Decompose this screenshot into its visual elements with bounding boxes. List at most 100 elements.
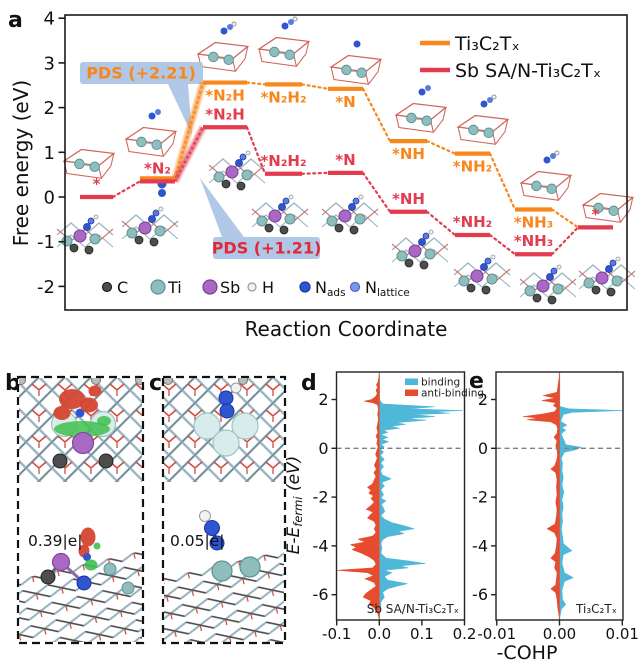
h-atom (199, 510, 211, 522)
y-tick-label: -2 (472, 488, 488, 507)
n-ads-atom (353, 40, 361, 48)
step-label-ti3c2tx: *N₂H (205, 87, 245, 105)
cohp-area-anti-binding (336, 375, 380, 620)
atom-legend-label: Nads (315, 278, 346, 299)
connector-dotted (550, 208, 580, 229)
step-label-sb-sa: * (93, 175, 101, 193)
connector-dotted (300, 83, 330, 90)
panel-b: b (5, 371, 145, 645)
connector-dotted (488, 152, 517, 211)
step-label-sb-sa: *N (335, 151, 355, 169)
panel-c-side-view (164, 510, 284, 642)
legend-label-ti3c2tx: Ti₃C₂Tₓ (454, 33, 520, 55)
panel-a-y-ticks: 4 3 2 1 0 -1 -2 (37, 9, 65, 298)
ti-atom (211, 560, 233, 582)
n-atom (550, 153, 556, 159)
atom-legend-label: Sb (220, 278, 240, 297)
ti-atom (121, 581, 135, 595)
h-atom (292, 16, 298, 22)
pds-callout-box-1 (80, 62, 203, 84)
panel-c-top-view (164, 378, 284, 482)
nads-legend-dot (299, 281, 311, 293)
panel-d-legend: binding anti-binding (405, 377, 484, 400)
n-atom (155, 109, 161, 115)
step-label-sb-sa: *N₂H (205, 105, 245, 123)
step-label-sb-sa: * (592, 205, 600, 223)
panel-c-letter: c (149, 371, 162, 396)
h-atom (554, 150, 560, 156)
x-tick-label: 0.1 (410, 625, 434, 643)
charge-transfer-c: 0.05|e| (170, 532, 225, 550)
h-atom (231, 21, 237, 27)
step-label-sb-sa: *N₂ (144, 159, 171, 177)
isosurface-green (84, 559, 98, 571)
h-atom (230, 382, 242, 394)
panel-d-system-label: Sb SA/N-Ti₃C₂Tₓ (367, 602, 459, 616)
n-ads-atom (148, 112, 156, 120)
connector-dotted (550, 226, 580, 256)
x-tick-label: 0.2 (453, 625, 477, 643)
panel-b-side-view (19, 527, 142, 642)
pds-annotation-1: PDS (+2.21) (86, 64, 196, 83)
y-tick-label: 0 (44, 188, 55, 209)
binding-swatch (405, 378, 418, 385)
panel-a-legend: Ti₃C₂Tₓ Sb SA/N-Ti₃C₂Tₓ (420, 33, 601, 82)
panel-a-ylabel: Free energy (eV) (9, 80, 33, 246)
step-label-sb-sa: *N₂H₂ (260, 152, 306, 170)
y-tick-label: 0 (478, 439, 488, 458)
step-label-ti3c2tx: *N (335, 93, 355, 111)
y-tick-label: -6 (313, 585, 329, 604)
panel-e-system-label: Ti₃C₂Tₓ (575, 602, 617, 616)
cohp-axes-box (335, 371, 466, 621)
pds-connector (173, 126, 205, 183)
x-tick-label: -0.01 (477, 625, 516, 643)
ti-atom (239, 556, 261, 578)
charge-transfer-b: 0.39|e| (28, 532, 83, 550)
y-tick-label: -2 (37, 277, 55, 298)
c-atom (40, 569, 56, 585)
pds-callout-box-2 (213, 237, 320, 259)
ti-atom (103, 562, 117, 576)
n-atom (487, 97, 493, 103)
de-ylabel: E-Efermi (eV) (284, 456, 305, 555)
pds-callout-pointer-2 (200, 178, 244, 237)
pds-connector-dots (173, 82, 205, 179)
n-atom (288, 19, 294, 25)
c-legend-dot (101, 281, 113, 293)
pds-callout-pointer-1 (168, 84, 192, 135)
isosurface-red (59, 389, 85, 409)
ti-atom (193, 412, 221, 440)
binding-label: binding (421, 377, 460, 389)
n-atom (158, 189, 166, 197)
n-atom (209, 535, 225, 551)
n-ads-atom (543, 156, 551, 164)
step-label-ti3c2tx: *N₂H₂ (260, 88, 306, 106)
connector-dotted (245, 81, 267, 86)
panel-d-letter: d (301, 371, 317, 396)
step-label-ti3c2tx: *NH₂ (453, 158, 493, 176)
n-ads-atom (480, 100, 488, 108)
atom-legend: C Ti Sb H Nads Nlattice (101, 278, 410, 299)
c-atom (98, 453, 114, 469)
connector-dotted (488, 233, 517, 256)
connector-dotted (111, 180, 142, 199)
cohp-area-binding (559, 375, 623, 620)
nlattice-legend-dot (349, 281, 361, 293)
n-atom (204, 520, 220, 536)
y-tick-label: 2 (478, 390, 488, 409)
cohp-curves (523, 375, 623, 620)
y-tick-label: -6 (472, 585, 488, 604)
y-tick-label: 4 (44, 9, 55, 30)
free-energy-levels: * *N₂ *N₂H*N₂H *N₂H₂ *N₂H₂ *N *N *NH *NH *NH₂ *NH₂… (80, 80, 613, 257)
de-xlabel: -COHP (497, 642, 558, 664)
ti-atom (212, 429, 240, 457)
n-atom (76, 575, 92, 591)
y-tick-label: 1 (44, 143, 55, 164)
panel-b-letter: b (5, 371, 21, 396)
isosurface-green (54, 421, 110, 437)
atom-legend-label: Nlattice (365, 278, 410, 299)
y-tick-label: 0 (318, 439, 328, 458)
cohp-curves (336, 375, 463, 620)
y-tick-label: -2 (313, 488, 329, 507)
